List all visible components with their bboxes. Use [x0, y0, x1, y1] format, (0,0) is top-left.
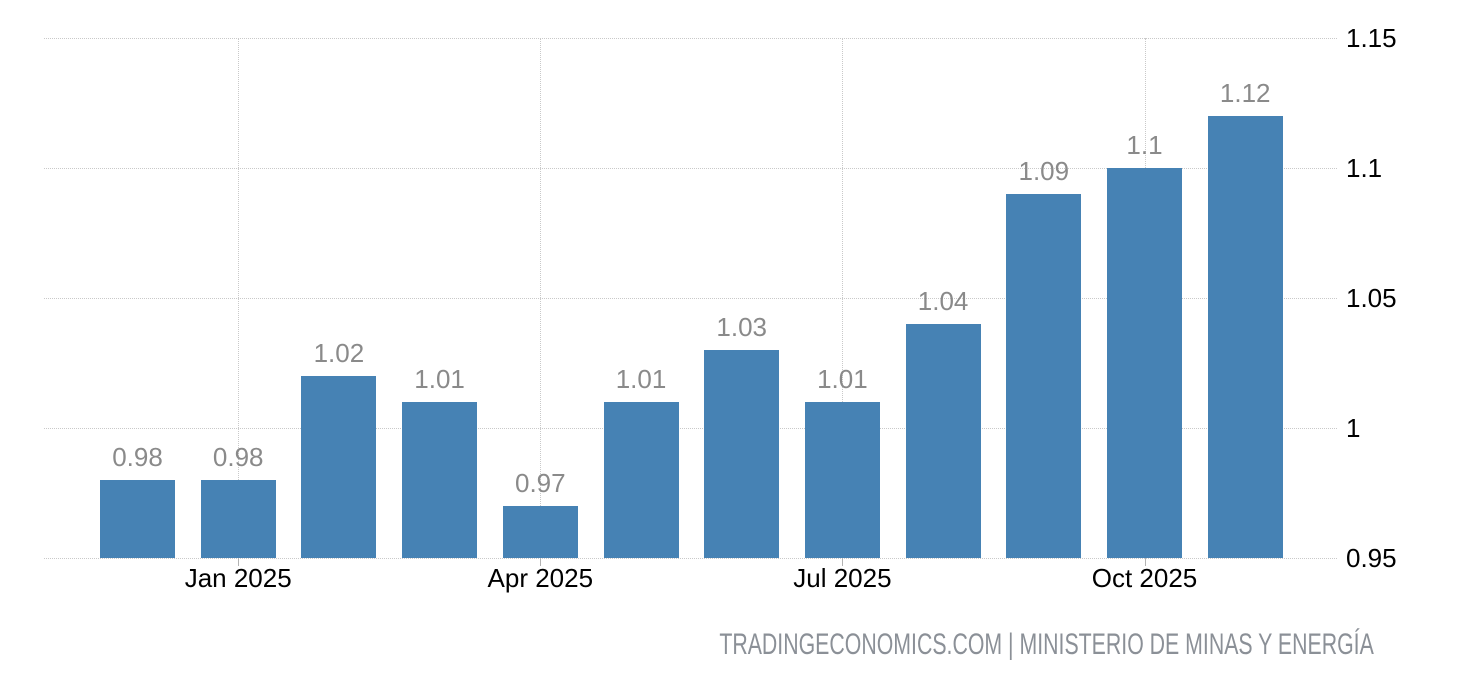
bar[interactable]	[603, 402, 679, 558]
x-tick-mark	[1144, 558, 1146, 566]
bar[interactable]	[100, 480, 175, 558]
bar-value-label: 1.01	[414, 364, 465, 394]
bar-value-label: 1.01	[817, 364, 868, 394]
bar-value-label: 0.97	[514, 468, 566, 498]
bar[interactable]	[402, 402, 478, 558]
vertical-gridline	[238, 38, 240, 558]
bar[interactable]	[1006, 194, 1082, 558]
x-tick-mark	[540, 558, 542, 566]
x-tick-mark	[238, 558, 240, 566]
x-axis-label: Jan 2025	[184, 563, 292, 593]
horizontal-gridline	[44, 428, 1337, 429]
bar-value-label: 1.01	[615, 364, 667, 394]
bar[interactable]	[1107, 168, 1182, 558]
bar-value-label: 0.98	[212, 442, 264, 472]
y-axis-label: 1.1	[1346, 153, 1383, 183]
plot-area: 0.98 0.98 1.02 1.01 0.97 1.01 1.03 1.01 1.04 1.09…	[44, 38, 1337, 559]
bar[interactable]	[301, 376, 377, 558]
horizontal-gridline	[44, 298, 1337, 299]
x-axis-label: Apr 2025	[487, 563, 594, 593]
bar[interactable]	[1207, 116, 1283, 558]
y-axis-label: 1.05	[1346, 283, 1397, 313]
bar-value-label: 1.02	[313, 338, 365, 368]
horizontal-gridline	[44, 168, 1337, 169]
bar-value-label: 0.98	[112, 442, 163, 472]
vertical-gridline	[540, 38, 542, 558]
attribution: TRADINGECONOMICS.COM | MINISTERIO DE MIN…	[452, 629, 1374, 661]
horizontal-gridline	[44, 38, 1337, 39]
horizontal-gridline	[44, 558, 1337, 559]
bar-value-label: 1.1	[1126, 130, 1163, 160]
vertical-gridline	[842, 38, 844, 558]
x-axis-label: Oct 2025	[1091, 563, 1198, 593]
bar[interactable]	[905, 324, 981, 558]
bar[interactable]	[502, 506, 578, 558]
bar-value-label: 1.03	[716, 312, 767, 342]
x-axis-label: Jul 2025	[793, 563, 892, 593]
y-axis-label: 0.95	[1346, 543, 1397, 573]
attribution-text: TRADINGECONOMICS.COM | MINISTERIO DE MIN…	[719, 628, 1374, 661]
y-axis-label: 1	[1346, 413, 1361, 443]
bar-value-label: 1.12	[1219, 78, 1271, 108]
bar-value-label: 1.09	[1018, 156, 1070, 186]
bar-value-label: 1.04	[917, 286, 969, 316]
bar[interactable]	[804, 402, 880, 558]
bar[interactable]	[704, 350, 780, 558]
y-axis-label: 1.15	[1346, 23, 1397, 53]
x-tick-mark	[842, 558, 844, 566]
bar[interactable]	[200, 480, 276, 558]
